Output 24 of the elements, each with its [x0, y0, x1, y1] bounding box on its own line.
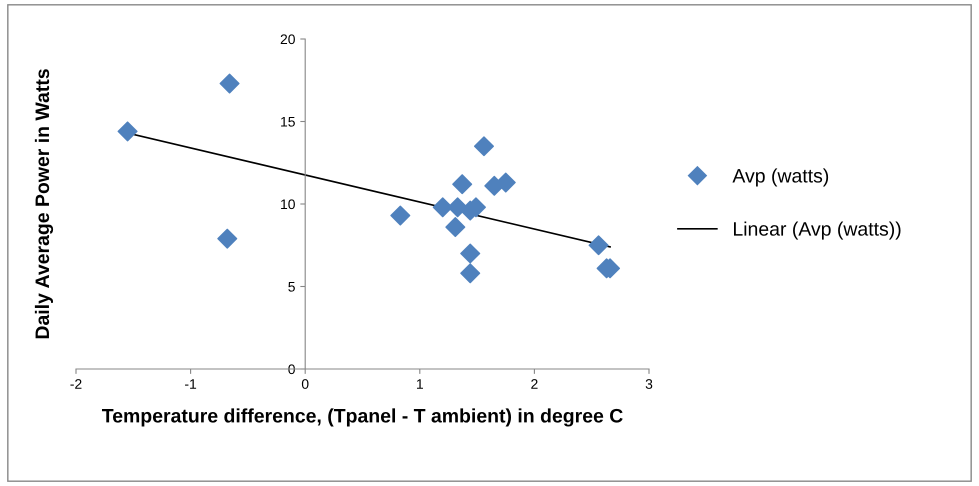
x-tick-label: -1	[185, 379, 196, 389]
x-tick-label: 0	[302, 379, 309, 389]
legend-label: Avp (watts)	[732, 168, 828, 186]
x-tick-label: 2	[531, 379, 538, 389]
point	[118, 121, 138, 142]
legend-label: Linear (Avp (watts))	[734, 222, 900, 240]
point	[474, 136, 494, 156]
y-axis-title: Daily Average Power in Watts	[34, 69, 54, 338]
y-tick-label: 20	[280, 34, 295, 44]
point	[390, 206, 410, 226]
x-tick-label: 1	[416, 379, 423, 389]
point	[452, 174, 472, 194]
point	[588, 235, 609, 256]
x-axis-title: Temperature difference, (Tpanel - T ambient) in degree C	[102, 408, 623, 427]
y-tick-label: 10	[281, 199, 295, 210]
y-tick-label: 15	[281, 116, 295, 127]
point	[220, 74, 240, 94]
y-tick-label: 5	[288, 282, 295, 292]
point	[460, 243, 480, 264]
x-tick-label: -2	[70, 379, 82, 389]
point	[445, 217, 466, 238]
x-tick-label: 3	[646, 379, 652, 389]
point	[217, 228, 238, 249]
point	[460, 263, 480, 284]
